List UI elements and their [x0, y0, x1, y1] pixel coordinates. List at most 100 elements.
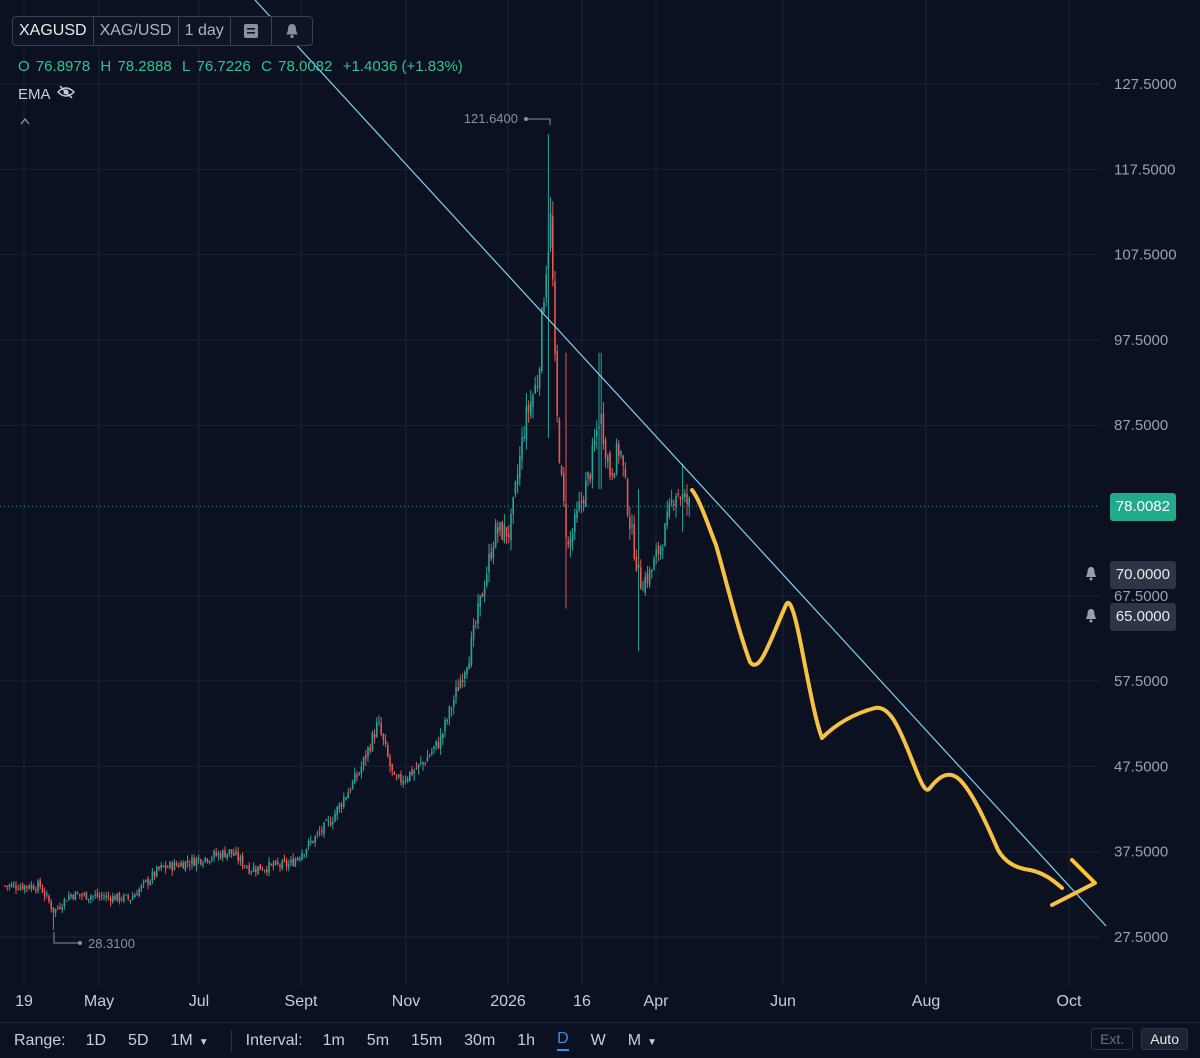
time-axis-label: 16 — [573, 993, 591, 1010]
low-label: L — [182, 58, 191, 75]
candle-body — [637, 564, 640, 568]
candle-body — [378, 721, 380, 723]
eye-hidden-icon[interactable] — [56, 85, 75, 103]
candle-body — [10, 884, 13, 887]
candle-body — [213, 851, 215, 858]
alert-price-badge[interactable]: 65.0000 — [1109, 603, 1176, 631]
candle-body — [28, 885, 30, 889]
range-1d-button[interactable]: 1D — [85, 1031, 107, 1049]
candle-body — [274, 860, 277, 865]
candle-body — [94, 894, 96, 896]
interval-selector[interactable]: 1 day — [184, 22, 224, 39]
indicator-legend[interactable]: EMA — [18, 85, 75, 103]
time-axis-label: Sept — [285, 993, 318, 1010]
alert-price-badge[interactable]: 70.0000 — [1109, 561, 1176, 589]
candle-body — [283, 858, 286, 862]
candle-body — [327, 820, 330, 822]
candle-body — [13, 884, 15, 886]
candle-body — [409, 771, 411, 781]
candle-body — [92, 895, 94, 897]
candle-body — [604, 440, 607, 459]
interval-5m-button[interactable]: 5m — [366, 1031, 390, 1049]
candle-body — [457, 687, 459, 692]
candle-body — [138, 889, 140, 897]
interval-30m-button[interactable]: 30m — [464, 1031, 496, 1049]
candle-body — [587, 471, 589, 479]
candle-body — [17, 889, 19, 891]
candle-body — [332, 821, 334, 825]
candle-body — [255, 868, 257, 873]
candle-body — [63, 898, 66, 906]
candle-body — [50, 902, 52, 909]
candle-body — [380, 723, 382, 734]
candle-body — [125, 894, 127, 896]
candle-body — [239, 856, 242, 862]
candle-body — [107, 895, 110, 898]
candle-body — [629, 517, 631, 529]
notes-icon[interactable] — [231, 17, 271, 45]
interval-d-button[interactable]: D — [557, 1030, 569, 1051]
candle-body — [193, 857, 195, 866]
candle-body — [384, 740, 387, 745]
candle-body — [158, 866, 160, 870]
high-annotation: 121.6400 — [464, 111, 551, 126]
alert-bell-icon[interactable] — [1084, 566, 1098, 582]
candle-body — [565, 503, 567, 538]
candle-body — [395, 777, 398, 779]
candle-body — [420, 762, 422, 764]
interval-m-button[interactable]: M ▼ — [627, 1031, 657, 1049]
interval-w-button[interactable]: W — [590, 1031, 606, 1049]
candle-body — [618, 443, 620, 457]
candle-body — [613, 473, 616, 478]
candle-body — [79, 893, 81, 896]
price-chart[interactable]: 127.5000 117.5000 107.5000 97.5000 87.5000 67… — [0, 0, 1200, 1022]
candle-body — [369, 748, 371, 752]
auto-scale-button[interactable]: Auto — [1141, 1028, 1188, 1050]
range-1m-button[interactable]: 1M ▼ — [170, 1031, 209, 1049]
candle-body — [19, 886, 22, 890]
range-5d-button[interactable]: 5D — [128, 1031, 149, 1049]
candle-body — [406, 778, 409, 782]
candle-body — [307, 840, 310, 848]
candle-body — [543, 302, 545, 313]
alert-bell-icon[interactable] — [272, 17, 312, 45]
collapse-legend-icon[interactable] — [20, 112, 30, 128]
close-label: C — [261, 58, 272, 75]
candle-body — [433, 746, 435, 750]
interval-1m-button[interactable]: 1m — [322, 1031, 345, 1049]
symbol-name[interactable]: XAGUSD — [19, 22, 87, 39]
candle-body — [356, 775, 358, 777]
alert-bell-icon[interactable] — [1084, 608, 1098, 624]
candle-body — [620, 451, 622, 455]
candle-body — [184, 861, 187, 871]
candle-body — [580, 500, 583, 503]
candle-body — [98, 895, 101, 897]
candle-body — [424, 763, 426, 765]
candle-body — [57, 907, 59, 909]
candle-body — [497, 527, 499, 534]
candle-body — [191, 857, 193, 865]
candle-body — [560, 466, 563, 475]
candle-body — [21, 884, 24, 890]
candle-body — [15, 885, 17, 890]
candle-body — [116, 893, 118, 901]
candle-body — [404, 779, 407, 781]
interval-15m-button[interactable]: 15m — [411, 1031, 443, 1049]
bottom-toolbar: Range: 1D 5D 1M ▼ Interval: 1m 5m 15m 30m… — [0, 1022, 1200, 1058]
candle-body — [30, 884, 33, 889]
extended-hours-button[interactable]: Ext. — [1091, 1028, 1134, 1050]
candle-body — [505, 527, 508, 537]
candle-body — [431, 751, 433, 755]
candle-body — [338, 803, 341, 809]
candle-body — [655, 549, 657, 558]
time-axis-label: Jul — [189, 993, 209, 1010]
candle-body — [310, 840, 312, 843]
candle-body — [552, 216, 554, 280]
symbol-selector[interactable]: XAGUSD XAG/USD 1 day — [12, 16, 313, 46]
candle-body — [160, 864, 162, 869]
candle-body — [415, 768, 418, 770]
candle-body — [585, 480, 587, 507]
candle-body — [162, 865, 165, 867]
candle-body — [195, 858, 198, 867]
interval-1h-button[interactable]: 1h — [517, 1031, 536, 1049]
